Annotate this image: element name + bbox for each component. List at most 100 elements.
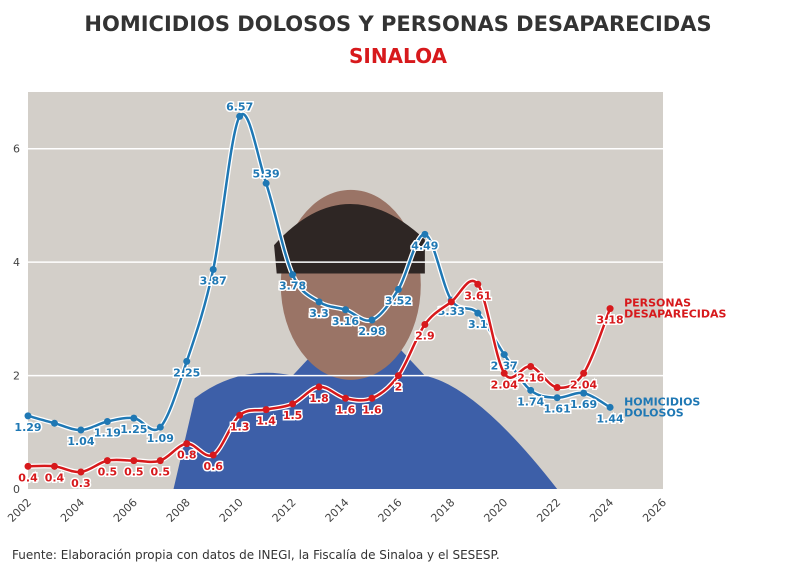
series-legend-label: HOMICIDIOS xyxy=(624,395,700,408)
data-label: 2.25 xyxy=(173,366,200,379)
data-point xyxy=(342,306,349,314)
data-point xyxy=(315,298,323,306)
data-label: 1.25 xyxy=(120,423,147,436)
data-point xyxy=(130,457,138,465)
data-point xyxy=(368,394,376,402)
data-point xyxy=(262,406,270,414)
source-note: Fuente: Elaboración propia con datos de … xyxy=(12,548,500,562)
y-tick-label: 0 xyxy=(13,483,20,496)
data-label: 3.52 xyxy=(385,294,412,307)
data-point xyxy=(421,321,429,329)
x-tick-label: 2004 xyxy=(58,496,87,525)
chart: 0 2 4 6 2002 2004 2006 2008 2010 2012 2014 2016 2018… xyxy=(5,92,727,525)
data-label: 4.49 xyxy=(411,239,438,252)
data-point xyxy=(183,440,191,448)
y-tick-label: 2 xyxy=(13,370,20,383)
data-label: 0.3 xyxy=(71,477,91,490)
data-point xyxy=(394,372,402,380)
data-point xyxy=(183,357,191,365)
data-point xyxy=(236,411,244,419)
data-label: 2.9 xyxy=(415,330,435,343)
x-tick-label: 2020 xyxy=(481,496,510,525)
data-label: 1.5 xyxy=(283,409,303,422)
x-tick-label: 2010 xyxy=(217,496,246,525)
data-label: 0.8 xyxy=(177,449,197,462)
data-point xyxy=(606,403,614,411)
data-label: 1.69 xyxy=(570,398,597,411)
data-label: 0.4 xyxy=(18,471,38,484)
data-label: 2 xyxy=(395,381,403,394)
data-point xyxy=(289,400,297,408)
data-point xyxy=(103,418,111,426)
data-point xyxy=(421,230,429,238)
data-point xyxy=(606,305,614,313)
series-desaparecidas: 0.4 0.4 0.30.5 0.5 0.50.80.61.3 1.4 1.51.81.6 1… xyxy=(17,278,727,491)
data-point xyxy=(130,414,138,422)
data-label: 1.04 xyxy=(67,435,94,448)
photo-shirt-shape xyxy=(173,347,558,489)
data-label: 1.3 xyxy=(230,420,250,433)
data-point xyxy=(50,462,58,470)
x-tick-label: 2008 xyxy=(164,496,193,525)
data-point xyxy=(209,266,217,274)
data-label: 1.19 xyxy=(94,427,121,440)
data-point xyxy=(500,369,508,377)
data-label: 0.5 xyxy=(98,466,118,479)
x-tick-label: 2018 xyxy=(428,496,457,525)
series-homicidios: 1.29 1.041.19 1.251.09 2.25 3.87 6.57 5.39 3.78… xyxy=(13,99,700,450)
data-label: 0.5 xyxy=(151,466,171,479)
data-label: 1.4 xyxy=(256,415,276,428)
data-label: 0.6 xyxy=(203,460,223,473)
x-tick-label: 2012 xyxy=(270,496,299,525)
y-tick-label: 6 xyxy=(13,143,20,156)
chart-title: HOMICIDIOS DOLOSOS Y PERSONAS DESAPARECI… xyxy=(84,12,712,36)
series-legend-label: PERSONAS xyxy=(624,297,691,310)
data-label: 1.09 xyxy=(147,432,174,445)
data-point xyxy=(580,389,588,397)
data-label: 2.04 xyxy=(570,378,597,391)
data-point xyxy=(474,280,482,288)
data-point xyxy=(77,468,85,476)
data-point xyxy=(474,309,482,317)
data-point xyxy=(103,457,111,465)
x-tick-label: 2024 xyxy=(587,496,616,525)
data-label: 3.87 xyxy=(200,275,227,288)
data-label: 5.39 xyxy=(253,167,280,180)
data-label: 0.5 xyxy=(124,466,144,479)
x-tick-label: 2016 xyxy=(376,496,405,525)
data-point xyxy=(156,423,164,431)
data-label: 2.04 xyxy=(491,378,518,391)
data-point xyxy=(447,298,455,306)
x-tick-label: 2014 xyxy=(323,496,352,525)
data-label: 1.44 xyxy=(597,412,624,425)
data-point xyxy=(50,419,58,427)
data-point xyxy=(342,394,349,402)
photo-hair-shape xyxy=(274,203,425,274)
data-point xyxy=(500,351,508,359)
data-point xyxy=(553,394,561,402)
data-point xyxy=(553,383,561,391)
data-label: 3.3 xyxy=(309,307,329,320)
x-tick-label: 2006 xyxy=(111,496,140,525)
chart-subtitle: SINALOA xyxy=(348,44,448,68)
x-tick-label: 2002 xyxy=(5,496,34,525)
data-point xyxy=(24,462,32,470)
data-point xyxy=(236,112,244,120)
data-point xyxy=(368,316,376,324)
data-label: 1.61 xyxy=(544,403,571,416)
data-point xyxy=(262,179,270,187)
data-label: 1.6 xyxy=(336,403,356,416)
data-label: 1.29 xyxy=(14,421,41,434)
x-tick-label: 2026 xyxy=(640,496,669,525)
data-label: 3.61 xyxy=(464,289,491,302)
data-point xyxy=(77,426,85,434)
data-point xyxy=(209,451,217,459)
data-point xyxy=(289,271,297,279)
data-point xyxy=(527,386,535,394)
data-label: 1.8 xyxy=(309,392,329,405)
data-label: 2.16 xyxy=(517,371,544,384)
y-tick-label: 4 xyxy=(13,256,20,269)
data-label: 3.78 xyxy=(279,280,306,293)
data-label: 1.74 xyxy=(517,395,544,408)
data-label: 6.57 xyxy=(226,100,253,113)
